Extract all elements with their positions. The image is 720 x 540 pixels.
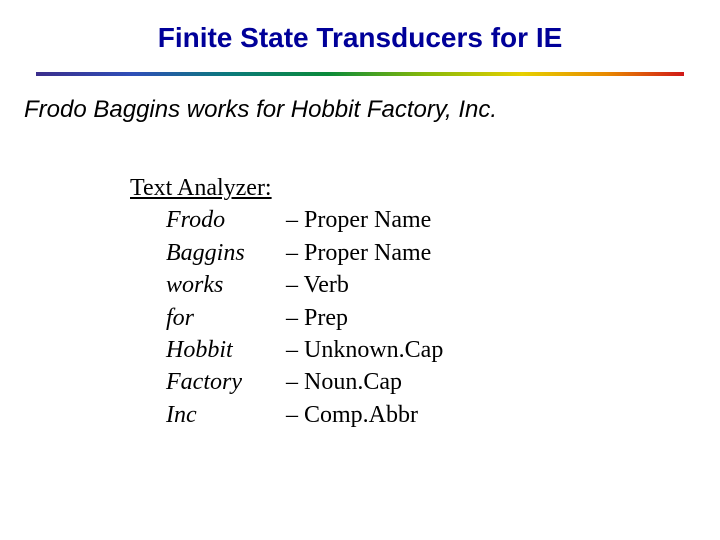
token-word: Baggins <box>166 237 286 269</box>
token-row: Baggins – Proper Name <box>166 237 720 269</box>
token-tag: – Proper Name <box>286 204 431 236</box>
slide-title: Finite State Transducers for IE <box>0 0 720 54</box>
token-word: Inc <box>166 399 286 431</box>
text-analyzer-block: Text Analyzer: Frodo – Proper Name Baggi… <box>130 172 720 431</box>
token-tag: – Proper Name <box>286 237 431 269</box>
token-tag: – Noun.Cap <box>286 366 402 398</box>
divider-gradient <box>36 72 684 76</box>
token-tag: – Prep <box>286 302 348 334</box>
token-word: Hobbit <box>166 334 286 366</box>
token-row: Inc – Comp.Abbr <box>166 399 720 431</box>
token-word: Factory <box>166 366 286 398</box>
token-row: for – Prep <box>166 302 720 334</box>
token-word: works <box>166 269 286 301</box>
token-word: for <box>166 302 286 334</box>
analyzer-heading: Text Analyzer: <box>130 172 720 204</box>
token-tag: – Verb <box>286 269 349 301</box>
token-tag: – Comp.Abbr <box>286 399 418 431</box>
token-row: Hobbit – Unknown.Cap <box>166 334 720 366</box>
token-row: Frodo – Proper Name <box>166 204 720 236</box>
example-sentence: Frodo Baggins works for Hobbit Factory, … <box>24 96 720 124</box>
token-row: Factory – Noun.Cap <box>166 366 720 398</box>
token-word: Frodo <box>166 204 286 236</box>
token-row: works – Verb <box>166 269 720 301</box>
token-tag: – Unknown.Cap <box>286 334 443 366</box>
